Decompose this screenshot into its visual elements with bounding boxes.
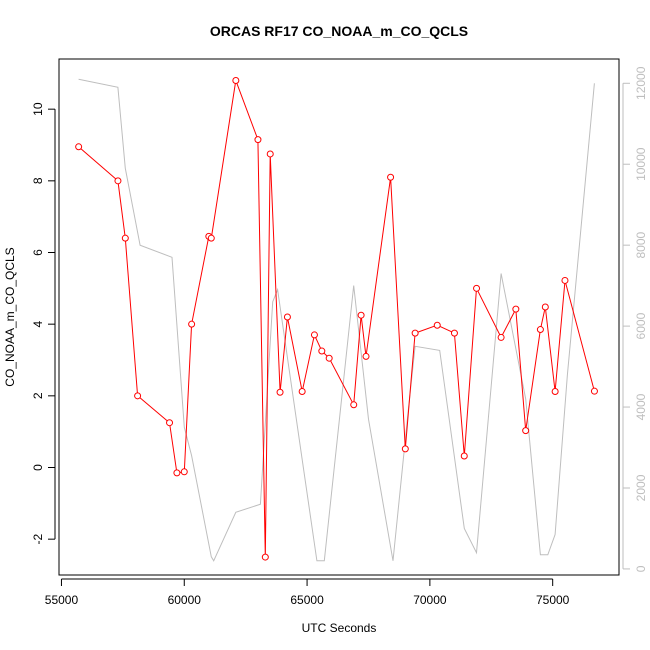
y-axis-label: CO_NOAA_m_CO_QCLS: [3, 247, 17, 386]
primary-data-point: [266, 150, 274, 158]
primary-data-point: [310, 331, 318, 339]
y-tick-label-left: 2: [31, 392, 45, 399]
x-tick-label: 70000: [413, 593, 447, 607]
y-tick-label-left: 10: [31, 102, 45, 116]
primary-data-point: [541, 303, 549, 311]
primary-data-point: [450, 329, 458, 337]
primary-data-point: [460, 452, 468, 460]
primary-data-point: [325, 354, 333, 362]
y-tick-label-right: 8000: [634, 231, 648, 258]
primary-data-point: [121, 234, 129, 242]
primary-data-point: [114, 177, 122, 185]
primary-data-point: [166, 419, 174, 427]
x-tick-label: 60000: [168, 593, 202, 607]
x-tick-label: 65000: [290, 593, 324, 607]
primary-data-point: [134, 392, 142, 400]
primary-data-point: [387, 173, 395, 181]
y-tick-label-left: 8: [31, 177, 45, 184]
primary-data-point: [512, 305, 520, 313]
primary-data-point: [298, 388, 306, 396]
primary-data-point: [261, 553, 269, 561]
y-axis-left: -2 0 2 4 6 8 10: [31, 102, 56, 545]
y-tick-label-right: 12000: [634, 66, 648, 100]
series-secondary: [78, 78, 595, 562]
primary-data-point: [473, 284, 481, 292]
primary-data-point: [357, 311, 365, 319]
x-axis-label: UTC Seconds: [302, 621, 377, 635]
primary-data-point: [497, 333, 505, 341]
y-tick-label-right: 2000: [634, 474, 648, 501]
y-tick-label-right: 4000: [634, 393, 648, 420]
primary-data-point: [433, 321, 441, 329]
y-tick-label-right: 10000: [634, 147, 648, 181]
chart-title: ORCAS RF17 CO_NOAA_m_CO_QCLS: [210, 23, 468, 39]
primary-data-point: [232, 77, 240, 84]
y-tick-label-left: 0: [31, 464, 45, 471]
primary-data-point: [362, 352, 370, 360]
primary-data-point: [254, 136, 262, 144]
y-axis-right: 0 2000 4000 6000 8000 10000 12000: [622, 66, 648, 572]
primary-data-point: [350, 401, 358, 409]
primary-data-point: [283, 313, 291, 321]
y-tick-label-right: 0: [634, 565, 648, 572]
x-tick-label: 55000: [45, 593, 79, 607]
primary-data-point: [411, 329, 419, 337]
series-primary: [75, 77, 598, 561]
primary-series-line: [78, 78, 595, 558]
primary-data-point: [180, 468, 188, 476]
plot-frame: [58, 58, 620, 576]
primary-data-point: [551, 388, 559, 396]
y-tick-label-left: -2: [31, 534, 45, 545]
secondary-series-line: [78, 78, 595, 562]
primary-data-point: [536, 326, 544, 334]
primary-data-point: [173, 469, 181, 477]
primary-data-point: [522, 427, 530, 435]
primary-data-point: [188, 320, 196, 328]
primary-data-point: [401, 445, 409, 453]
primary-data-point: [318, 347, 326, 355]
x-tick-label: 75000: [536, 593, 570, 607]
primary-data-point: [75, 143, 83, 151]
primary-data-point: [590, 387, 598, 395]
x-axis: 55000 60000 65000 70000 75000: [45, 578, 570, 607]
primary-data-point: [561, 276, 569, 284]
y-tick-label-left: 6: [31, 249, 45, 256]
primary-data-point: [207, 234, 215, 242]
y-tick-label-right: 6000: [634, 312, 648, 339]
primary-data-point: [276, 388, 284, 396]
y-tick-label-left: 4: [31, 321, 45, 328]
